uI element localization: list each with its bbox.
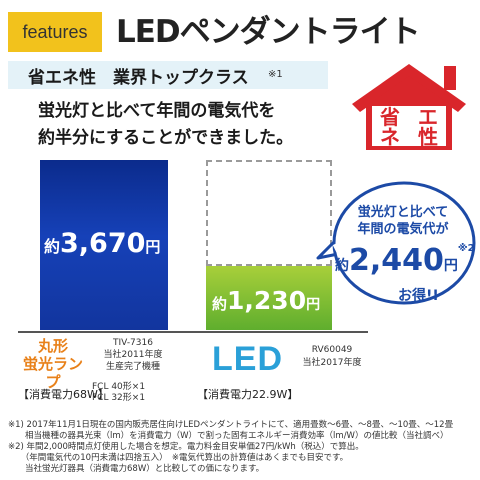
led-model-info: RV60049 当社2017年度: [296, 344, 368, 370]
led-cost-unit: 円: [306, 297, 321, 313]
bubble-caption: 蛍光灯と比べて 年間の電気代が: [343, 204, 463, 238]
savings-note: ※2: [457, 243, 475, 254]
footnotes: ※1) 2017年11月1日現在の国内販売居住向けLEDペンダントライトにて、適…: [8, 420, 476, 475]
chart-baseline: [18, 331, 368, 333]
features-badge: features: [8, 12, 102, 52]
highlight-note: ※1: [268, 69, 283, 80]
energy-saving-house-icon: 省 エ ネ 性: [352, 64, 466, 150]
led-cost-bar: [206, 266, 332, 330]
highlight-band: [8, 61, 328, 89]
led-power: 【消費電力22.9W】: [197, 388, 299, 401]
fluorescent-lamp-2: FCL 32形×1: [92, 393, 146, 403]
fluorescent-name-line-1: 丸形: [37, 337, 68, 355]
house-char-2: エ: [418, 105, 438, 129]
lead-text: 蛍光灯と比べて年間の電気代を 約半分にすることができました。: [38, 98, 293, 152]
fluorescent-cost-value: 3,670: [60, 228, 146, 259]
bubble-line-1: 蛍光灯と比べて: [357, 205, 449, 220]
savings-speech-bubble: [316, 181, 476, 305]
savings-prefix: 約: [335, 258, 349, 274]
fluorescent-lamp-info: FCL 40形×1 FCL 32形×1: [92, 382, 145, 404]
lead-line-1: 蛍光灯と比べて年間の電気代を: [38, 101, 276, 121]
footnote-line: （年間電気代の10円未満は四捨五入） ※電気代算出の計算値はあくまでも目安です。: [8, 453, 349, 463]
fluorescent-model-note-1: 当社2011年度: [103, 350, 163, 360]
savings-dashed-outline: [206, 160, 332, 266]
fluorescent-cost-unit: 円: [145, 238, 161, 256]
house-char-1: 省: [379, 105, 400, 129]
led-cost-value: 1,230: [227, 286, 307, 315]
bubble-line-2: 年間の電気代が: [357, 222, 449, 237]
led-cost-label: 約1,230円: [212, 286, 320, 315]
led-name: LED: [212, 340, 283, 378]
fluorescent-model-info: TIV-7316 当社2011年度 生産完了機種: [92, 337, 174, 373]
savings-unit: 円: [443, 258, 458, 274]
led-model: RV60049: [311, 345, 353, 355]
fluorescent-power: 【消費電力68W】: [18, 388, 109, 401]
lead-line-2: 約半分にすることができました。: [38, 128, 294, 148]
fluorescent-lamp-1: FCL 40形×1: [92, 382, 146, 392]
fluorescent-name: 丸形 蛍光ランプ: [16, 337, 90, 391]
footnote-line: ※2) 年間2,000時間点灯使用した場合を想定。電力料金目安単価27円/kWh…: [8, 442, 364, 452]
savings-value: 2,440: [349, 243, 444, 278]
fluorescent-name-line-2: 蛍光ランプ: [22, 355, 83, 391]
highlight-title: 省エネ性 業界トップクラス: [28, 68, 249, 88]
fluorescent-cost-label: 約3,670円: [44, 228, 160, 259]
fluorescent-model: TIV-7316: [113, 338, 153, 348]
page-title: LEDペンダントライト: [116, 14, 421, 50]
footnote-line: ※1) 2017年11月1日現在の国内販売居住向けLEDペンダントライトにて、適…: [8, 420, 454, 430]
led-cost-prefix: 約: [212, 295, 228, 313]
fluorescent-cost-bar: [40, 160, 168, 330]
house-char-4: 性: [418, 125, 438, 149]
house-char-3: ネ: [380, 125, 400, 149]
footnote-line: 相当機種の器具光束（lm）を消費電力（W）で割った固有エネルギー消費効率（lm/…: [8, 431, 449, 441]
footnote-line: 当社蛍光灯器具（消費電力68W）と比較しての価になります。: [8, 464, 265, 474]
fluorescent-model-note-2: 生産完了機種: [105, 362, 160, 372]
fluorescent-cost-prefix: 約: [44, 237, 61, 256]
led-model-note: 当社2017年度: [302, 358, 362, 368]
bubble-line-3: お得!!: [398, 288, 439, 304]
bubble-savings: 約2,440円 ※2: [335, 243, 475, 278]
